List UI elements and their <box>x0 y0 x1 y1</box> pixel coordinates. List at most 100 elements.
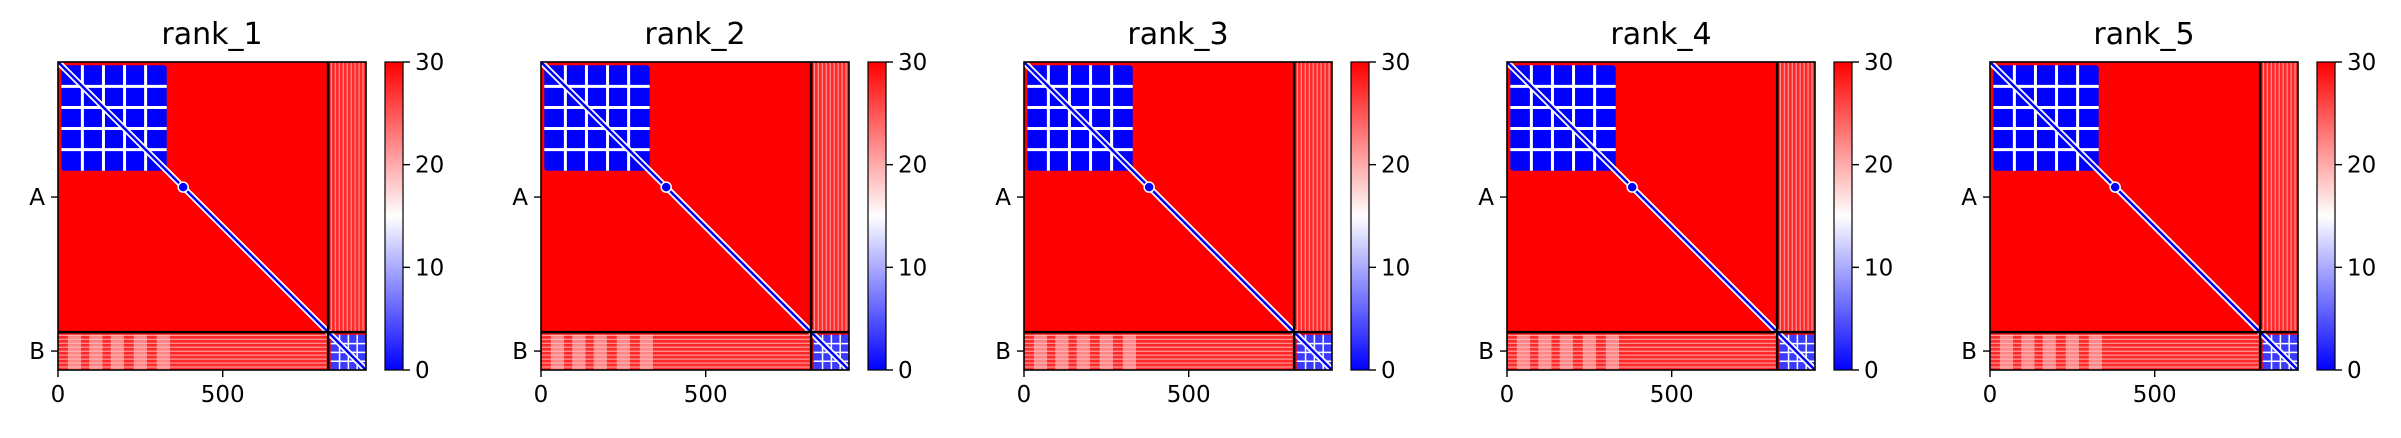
x-tick-label: 500 <box>684 382 728 408</box>
inter-chain-stripe <box>2042 334 2056 370</box>
inter-chain-stripe <box>1538 334 1552 370</box>
x-tick-label: 0 <box>1017 382 1032 408</box>
inter-chain-stripe <box>1516 334 1531 370</box>
x-tick-label: 500 <box>1650 382 1694 408</box>
panel-title: rank_4 <box>1610 17 1711 52</box>
panel-title: rank_1 <box>161 17 262 52</box>
colorbar-tick-label: 10 <box>898 255 927 281</box>
inter-chain-stripe <box>1122 334 1136 370</box>
inter-chain-region <box>330 62 366 333</box>
colorbar-tick-label: 0 <box>1864 358 1879 384</box>
inter-chain-stripe <box>2021 334 2035 370</box>
inter-chain-stripe <box>593 334 607 370</box>
inter-chain-region <box>1024 334 1295 370</box>
diagonal <box>1507 62 1815 370</box>
colorbar-tick-label: 10 <box>1864 255 1893 281</box>
inter-chain-stripe <box>1033 334 1048 370</box>
colorbar-tick-label: 10 <box>1381 255 1410 281</box>
inter-chain-stripe <box>1605 334 1619 370</box>
y-tick-label: B <box>995 339 1011 365</box>
inter-chain-stripe <box>1559 334 1573 370</box>
colorbar <box>1350 61 1370 371</box>
x-tick-label: 500 <box>2133 382 2177 408</box>
inter-chain-region <box>813 62 849 333</box>
panel-title: rank_3 <box>1127 17 1228 52</box>
y-tick-label: B <box>1961 339 1977 365</box>
colorbar-tick-label: 10 <box>2347 255 2376 281</box>
colorbar-tick-label: 0 <box>898 358 913 384</box>
colorbar-tick-label: 20 <box>898 153 927 179</box>
x-tick-label: 0 <box>1500 382 1515 408</box>
inter-chain-stripe <box>2065 334 2079 370</box>
x-tick-label: 500 <box>201 382 245 408</box>
panel-title: rank_5 <box>2093 17 2194 52</box>
heatmap-cells <box>1507 62 1815 370</box>
inter-chain-region <box>541 334 812 370</box>
colorbar <box>2316 61 2336 371</box>
y-tick-label: B <box>1478 339 1494 365</box>
y-tick-label: A <box>1478 185 1494 211</box>
plot-frame <box>57 61 367 371</box>
colorbar <box>867 61 887 371</box>
heatmap-cells <box>58 62 366 370</box>
colorbar-tick-label: 20 <box>2347 153 2376 179</box>
colorbar-tick-label: 30 <box>2347 50 2376 76</box>
colorbar-tick-label: 20 <box>1864 153 1893 179</box>
diagonal <box>58 62 366 370</box>
inter-chain-region <box>2262 62 2298 333</box>
inter-chain-stripe <box>550 334 565 370</box>
inter-chain-stripe <box>133 334 147 370</box>
colorbar <box>384 61 404 371</box>
inter-chain-region <box>1779 62 1815 333</box>
inter-chain-stripe <box>89 334 103 370</box>
plot-frame <box>1989 61 2299 371</box>
y-tick-label: A <box>29 185 45 211</box>
inter-chain-region <box>1990 334 2261 370</box>
inter-chain-stripe <box>616 334 630 370</box>
colorbar-tick-label: 0 <box>1381 358 1396 384</box>
y-tick-label: A <box>1961 185 1977 211</box>
inter-chain-stripe <box>572 334 586 370</box>
inter-chain-stripe <box>1999 334 2014 370</box>
inter-chain-stripe <box>110 334 124 370</box>
inter-chain-stripe <box>156 334 170 370</box>
inter-chain-stripe <box>67 334 82 370</box>
x-tick-label: 0 <box>51 382 66 408</box>
heatmap-cells <box>541 62 849 370</box>
inter-chain-stripe <box>2088 334 2102 370</box>
y-tick-label: B <box>29 339 45 365</box>
inter-chain-region <box>58 334 329 370</box>
inter-chain-stripe <box>1582 334 1596 370</box>
plot-frame <box>540 61 850 371</box>
diagonal <box>1024 62 1332 370</box>
inter-chain-region <box>1296 62 1332 333</box>
inter-chain-stripe <box>1055 334 1069 370</box>
diagonal <box>541 62 849 370</box>
diagonal <box>1990 62 2298 370</box>
y-tick-label: A <box>512 185 528 211</box>
colorbar-tick-label: 0 <box>415 358 430 384</box>
colorbar-tick-label: 20 <box>1381 153 1410 179</box>
colorbar-tick-label: 10 <box>415 255 444 281</box>
colorbar-tick-label: 20 <box>415 153 444 179</box>
plot-frame <box>1023 61 1333 371</box>
diagonal-knot <box>660 181 672 193</box>
inter-chain-stripe <box>1099 334 1113 370</box>
diagonal-knot <box>177 181 189 193</box>
colorbar-tick-label: 0 <box>2347 358 2362 384</box>
colorbar-tick-label: 30 <box>415 50 444 76</box>
colorbar-tick-label: 30 <box>1381 50 1410 76</box>
x-tick-label: 500 <box>1167 382 1211 408</box>
inter-chain-stripe <box>1076 334 1090 370</box>
x-tick-label: 0 <box>534 382 549 408</box>
panel-title: rank_2 <box>644 17 745 52</box>
colorbar-tick-label: 30 <box>898 50 927 76</box>
diagonal-knot <box>1626 181 1638 193</box>
x-tick-label: 0 <box>1983 382 1998 408</box>
heatmap-cells <box>1990 62 2298 370</box>
colorbar <box>1833 61 1853 371</box>
